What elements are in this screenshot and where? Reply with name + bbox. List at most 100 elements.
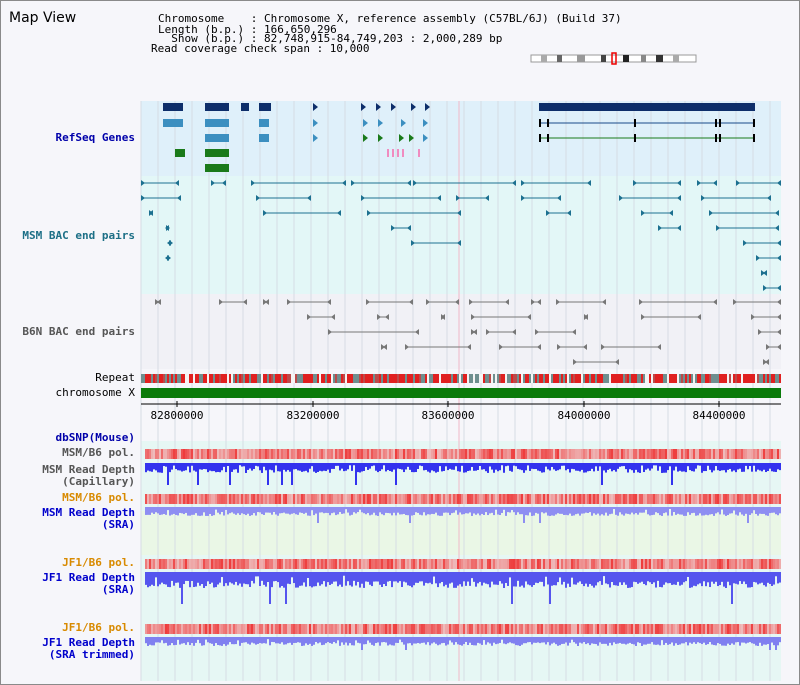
depth-bar: [403, 507, 405, 514]
depth-bar: [297, 637, 299, 643]
polymorphism-mark: [271, 449, 273, 459]
depth-bar: [639, 637, 641, 644]
polymorphism-mark: [597, 559, 599, 569]
depth-bar: [653, 507, 655, 515]
polymorphism-mark: [265, 624, 267, 634]
polymorphism-mark: [713, 494, 715, 504]
depth-bar: [267, 572, 269, 583]
depth-bar: [289, 637, 291, 643]
repeat-mark: [487, 374, 489, 383]
polymorphism-mark: [701, 624, 703, 634]
bac-end: [584, 314, 588, 320]
polymorphism-mark: [721, 624, 723, 634]
polymorphism-mark: [689, 449, 691, 459]
polymorphism-mark: [233, 624, 235, 634]
depth-bar: [489, 463, 491, 467]
depth-bar: [487, 637, 489, 643]
repeat-mark: [229, 374, 231, 383]
polymorphism-mark: [499, 449, 501, 459]
polymorphism-mark: [321, 449, 323, 459]
repeat-mark: [649, 374, 651, 383]
depth-bar: [377, 572, 379, 582]
depth-bar: [247, 507, 249, 514]
refseq-genes-label[interactable]: RefSeq Genes: [55, 131, 135, 144]
repeat-mark: [183, 374, 185, 383]
depth-bar: [153, 463, 155, 470]
polymorphism-mark: [425, 449, 427, 459]
msm-bac-label[interactable]: MSM BAC end pairs: [22, 229, 135, 242]
depth-bar: [513, 572, 515, 587]
polymorphism-mark: [253, 559, 255, 569]
repeat-mark: [735, 374, 737, 383]
polymorphism-mark: [265, 494, 267, 504]
depth-bar: [501, 507, 503, 513]
depth-bar: [583, 463, 585, 473]
polymorphism-mark: [169, 559, 171, 569]
depth-bar: [515, 637, 517, 646]
polymorphism-mark: [603, 559, 605, 569]
depth-bar: [723, 637, 725, 646]
polymorphism-mark: [365, 494, 367, 504]
depth-bar: [337, 637, 339, 641]
depth-bar: [211, 507, 213, 516]
polymorphism-mark: [495, 449, 497, 459]
bac-end: [601, 344, 605, 350]
repeat-mark: [765, 374, 767, 383]
polymorphism-mark: [255, 449, 257, 459]
info-show: Show (b.p.) : 82,748,915-84,749,203 : 2,…: [158, 32, 503, 45]
depth-bar: [597, 463, 599, 471]
polymorphism-mark: [293, 449, 295, 459]
polymorphism-mark: [413, 559, 415, 569]
polymorphism-mark: [773, 449, 775, 459]
polymorphism-mark: [779, 449, 781, 459]
polymorphism-mark: [773, 559, 775, 569]
depth-bar: [621, 572, 623, 585]
depth-bar: [415, 637, 417, 644]
repeat-mark: [689, 374, 691, 383]
depth-bar: [619, 463, 621, 467]
depth-bar: [245, 507, 247, 516]
depth-bar: [321, 463, 323, 472]
polymorphism-mark: [383, 449, 385, 459]
depth-bar: [565, 572, 567, 588]
depth-bar: [427, 637, 429, 643]
polymorphism-mark: [591, 494, 593, 504]
depth-bar: [331, 507, 333, 514]
polymorphism-mark: [351, 624, 353, 634]
polymorphism-mark: [757, 559, 759, 569]
depth-bar: [565, 507, 567, 515]
depth-bar: [761, 572, 763, 583]
polymorphism-mark: [329, 449, 331, 459]
polymorphism-mark: [661, 494, 663, 504]
b6n-bac-label[interactable]: B6N BAC end pairs: [22, 325, 135, 338]
depth-bar: [423, 637, 425, 643]
depth-bar: [591, 507, 593, 516]
depth-bar: [737, 572, 739, 585]
depth-bar: [769, 463, 771, 469]
depth-bar: [747, 507, 749, 523]
bac-end: [521, 195, 525, 201]
polymorphism-mark: [507, 494, 509, 504]
depth-bar: [273, 463, 275, 473]
polymorphism-mark: [355, 494, 357, 504]
depth-bar: [637, 572, 639, 584]
polymorphism-mark: [173, 494, 175, 504]
depth-bar: [559, 463, 561, 470]
polymorphism-mark: [429, 494, 431, 504]
depth-bar: [285, 637, 287, 645]
dbsnp-label[interactable]: dbSNP(Mouse): [55, 431, 135, 444]
polymorphism-mark: [415, 559, 417, 569]
polymorphism-mark: [553, 449, 555, 459]
polymorphism-mark: [637, 449, 639, 459]
polymorphism-mark: [673, 624, 675, 634]
depth-bar: [723, 572, 725, 587]
depth-bar: [573, 572, 575, 585]
polymorphism-mark: [339, 449, 341, 459]
polymorphism-mark: [251, 494, 253, 504]
polymorphism-mark: [177, 494, 179, 504]
depth-bar: [259, 572, 261, 586]
depth-bar: [521, 637, 523, 645]
depth-bar: [257, 637, 259, 644]
polymorphism-mark: [333, 624, 335, 634]
